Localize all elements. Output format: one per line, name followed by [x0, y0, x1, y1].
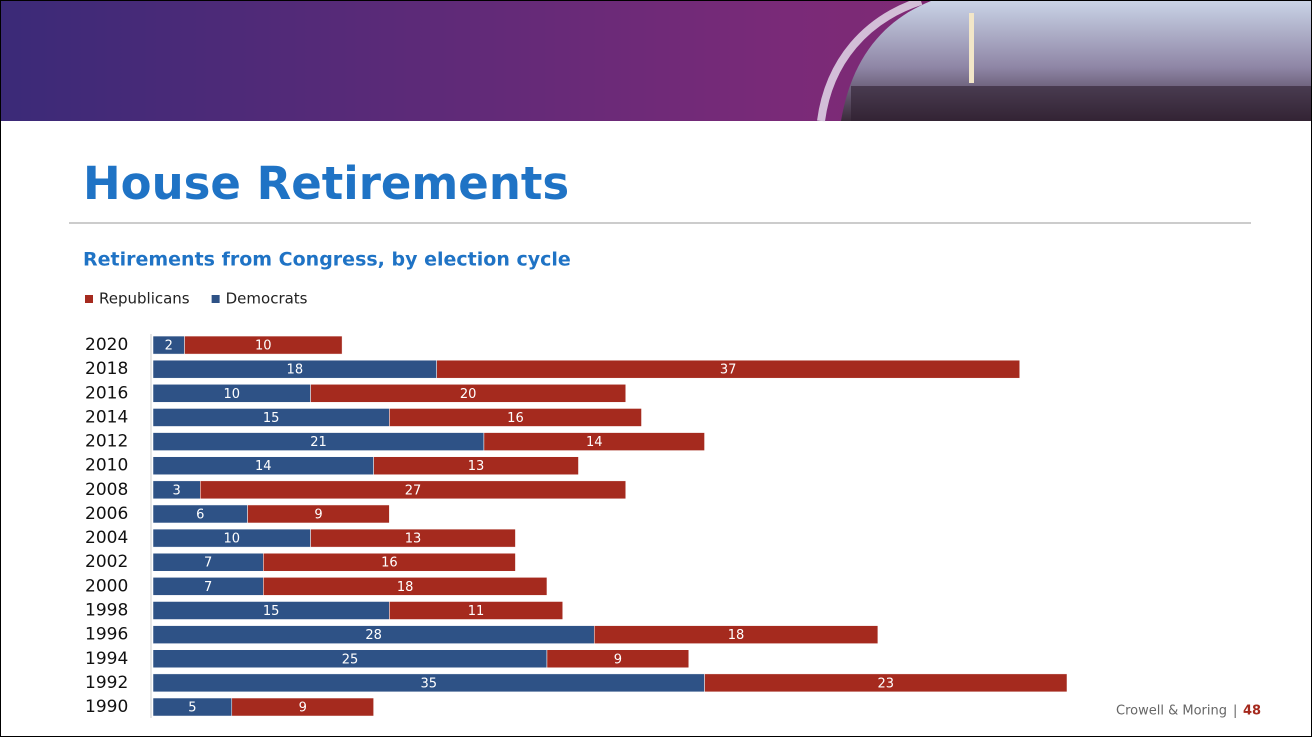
data-label: 5: [188, 701, 196, 716]
slide-canvas: House Retirements Retirements from Congr…: [1, 1, 1311, 736]
city-lights: [851, 86, 1311, 121]
y-tick-label: 1994: [85, 649, 128, 669]
data-label: 9: [299, 701, 307, 716]
data-label: 11: [468, 604, 485, 619]
data-label: 16: [507, 411, 524, 426]
data-label: 14: [255, 459, 272, 474]
data-label: 2: [165, 339, 173, 354]
data-label: 25: [342, 652, 359, 667]
legend-label: Democrats: [226, 290, 308, 308]
data-label: 37: [720, 363, 737, 378]
y-tick-label: 2002: [85, 552, 128, 572]
data-label: 13: [405, 532, 422, 547]
data-label: 6: [196, 507, 204, 522]
legend-swatch: [212, 295, 220, 303]
footer-separator: |: [1233, 704, 1237, 719]
y-tick-label: 1996: [85, 625, 128, 645]
slide-title: House Retirements: [83, 157, 569, 210]
data-label: 9: [314, 507, 322, 522]
data-label: 3: [172, 483, 180, 498]
footer: Crowell & Moring: [1116, 704, 1227, 719]
y-tick-label: 2006: [85, 504, 128, 524]
data-label: 7: [204, 556, 212, 571]
data-label: 18: [287, 363, 304, 378]
y-tick-label: 2012: [85, 432, 128, 452]
y-tick-label: 2016: [85, 383, 128, 403]
data-label: 10: [224, 532, 241, 547]
data-label: 35: [421, 676, 438, 691]
data-label: 27: [405, 483, 422, 498]
y-tick-label: 2018: [85, 359, 128, 379]
data-label: 20: [460, 387, 477, 402]
data-label: 28: [365, 628, 382, 643]
data-label: 18: [728, 628, 745, 643]
data-label: 16: [381, 556, 398, 571]
y-tick-label: 2000: [85, 576, 128, 596]
data-label: 15: [263, 411, 280, 426]
y-tick-label: 2008: [85, 480, 128, 500]
data-label: 10: [255, 339, 272, 354]
legend-swatch: [85, 295, 93, 303]
y-tick-label: 2010: [85, 456, 128, 476]
slide: House Retirements Retirements from Congr…: [0, 0, 1312, 737]
chart-subtitle: Retirements from Congress, by election c…: [83, 249, 571, 271]
y-tick-label: 2020: [85, 335, 128, 355]
data-label: 23: [878, 676, 895, 691]
data-label: 9: [614, 652, 622, 667]
data-label: 18: [397, 580, 414, 595]
y-tick-label: 2014: [85, 407, 128, 427]
y-tick-label: 1998: [85, 600, 128, 620]
y-tick-label: 1990: [85, 697, 128, 717]
legend-label: Republicans: [99, 290, 190, 308]
y-tick-label: 2004: [85, 528, 128, 548]
data-label: 10: [224, 387, 241, 402]
data-label: 21: [310, 435, 327, 450]
data-label: 7: [204, 580, 212, 595]
monument: [969, 13, 974, 83]
data-label: 13: [468, 459, 485, 474]
data-label: 14: [586, 435, 603, 450]
y-tick-label: 1992: [85, 673, 128, 693]
data-label: 15: [263, 604, 280, 619]
page-number: 48: [1243, 704, 1261, 719]
